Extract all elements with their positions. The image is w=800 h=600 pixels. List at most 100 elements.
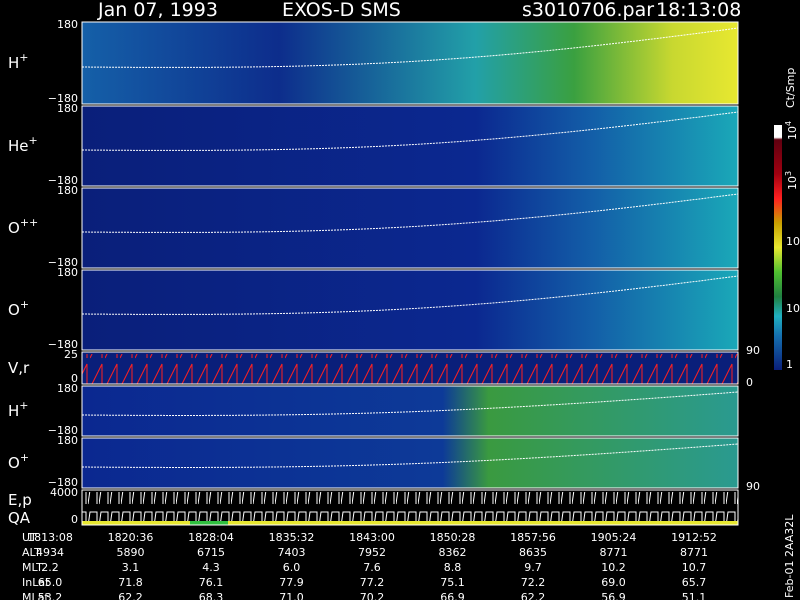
qa-strip-mark [190, 521, 228, 525]
cell: 1828:04 [188, 531, 234, 544]
panel-bg [82, 188, 738, 268]
y-tick-label: 180 [57, 102, 78, 115]
cell: 10.7 [682, 561, 707, 574]
y-tick-label: 180 [57, 266, 78, 279]
panel-frame [81, 187, 739, 269]
pitch-curve [81, 443, 739, 468]
colorbar-label: 104 [784, 121, 799, 140]
colorbar-label-base: 10 [786, 176, 799, 190]
cell: 70.2 [360, 591, 385, 600]
row-label: ALT [22, 546, 41, 559]
cell: 71.0 [279, 591, 304, 600]
y-tick-label: 0 [71, 372, 78, 385]
pitch-curve [81, 27, 739, 68]
cell: 1912:52 [671, 531, 717, 544]
colorbar-unit: Ct/Smp [784, 68, 797, 108]
panel-label-text: V,r [8, 359, 30, 377]
colorbar-labels: 104103100101 [784, 121, 800, 371]
cell: 8635 [519, 546, 547, 559]
cell: 7952 [358, 546, 386, 559]
cell: 62.2 [521, 591, 546, 600]
panel-label: O+ [8, 298, 29, 319]
panel-label-2: QA [8, 509, 31, 527]
panel-bg [82, 438, 738, 488]
cell: 8771 [600, 546, 628, 559]
panel-label-sup: + [20, 451, 29, 464]
panel-label-text: O [8, 454, 20, 472]
panel-bg [82, 386, 738, 436]
cell: 5890 [117, 546, 145, 559]
pitch-curve [81, 193, 739, 233]
cell: 1850:28 [430, 531, 476, 544]
panel-label-text: O [8, 219, 20, 237]
panel-label: O++ [8, 216, 38, 237]
panel-label: H+ [8, 399, 29, 420]
panel-label-text: H [8, 402, 19, 420]
file-name: s3010706.par [522, 0, 654, 21]
panel-label: E,p [8, 491, 32, 509]
y-tick-label: 4000 [50, 486, 78, 499]
cell: 56.9 [601, 591, 626, 600]
panel-pattern [82, 492, 738, 521]
cell: 10.2 [601, 561, 626, 574]
colorbar-label: 103 [784, 171, 799, 190]
panel-frame [81, 21, 739, 105]
y-tick-label: −180 [48, 338, 78, 351]
qa-strip [82, 521, 738, 525]
y-tick-label: −180 [48, 92, 78, 105]
panel-bg [82, 106, 738, 186]
y-tick-label: 25 [64, 348, 78, 361]
cell: 1835:32 [269, 531, 315, 544]
colorbar-label-base: 10 [786, 126, 799, 140]
cell: 77.2 [360, 576, 385, 589]
panel-label: O+ [8, 451, 29, 472]
cell: 7403 [278, 546, 306, 559]
cell: 1857:56 [510, 531, 556, 544]
date: Jan 07, 1993 [97, 0, 218, 21]
y-tick-label: −180 [48, 256, 78, 269]
cell: 1843:00 [349, 531, 395, 544]
panel-frame [81, 351, 739, 385]
pitch-curve [81, 391, 739, 416]
colorbar-label-exp: 3 [784, 171, 793, 176]
colorbar-label-exp: 4 [784, 121, 793, 126]
row-label: UT [22, 531, 37, 544]
cell: 3.1 [122, 561, 140, 574]
panel-label-text: E,p [8, 491, 32, 509]
cell: 53.2 [38, 591, 63, 600]
cell: 66.9 [440, 591, 465, 600]
colorbar-label: 100 [786, 235, 800, 248]
y2-tick-label: 90 [746, 344, 760, 357]
cell: 65.7 [682, 576, 707, 589]
cell: 6.0 [283, 561, 301, 574]
row-label: MLT [22, 561, 43, 574]
cell: 9.7 [524, 561, 542, 574]
cell: 4934 [36, 546, 64, 559]
footer: Feb-01 2AA32L [783, 514, 796, 598]
cell: 2.2 [41, 561, 59, 574]
y-tick-label: 180 [57, 18, 78, 31]
row-label: MLat [22, 591, 49, 600]
panel-label-sup: + [29, 134, 38, 147]
cell: 1820:36 [108, 531, 154, 544]
cell: 77.9 [279, 576, 304, 589]
panel-label-sup: + [20, 298, 29, 311]
instrument: EXOS-D SMS [282, 0, 401, 21]
cell: 76.1 [199, 576, 224, 589]
panel-label-text: O [8, 301, 20, 319]
cell: 7.6 [363, 561, 381, 574]
panel-pattern [82, 354, 738, 384]
cell: 71.8 [118, 576, 143, 589]
colorbar-label: 1 [786, 358, 793, 371]
cell: 6715 [197, 546, 225, 559]
panel-frame [81, 437, 739, 489]
panel-label: He+ [8, 134, 38, 155]
cell: 8362 [439, 546, 467, 559]
panel-frame [81, 269, 739, 351]
cell: 1905:24 [591, 531, 637, 544]
row-label: InLat [22, 576, 50, 589]
y-tick-label: 0 [71, 513, 78, 526]
cell: 62.2 [118, 591, 143, 600]
y-tick-label: 180 [57, 434, 78, 447]
